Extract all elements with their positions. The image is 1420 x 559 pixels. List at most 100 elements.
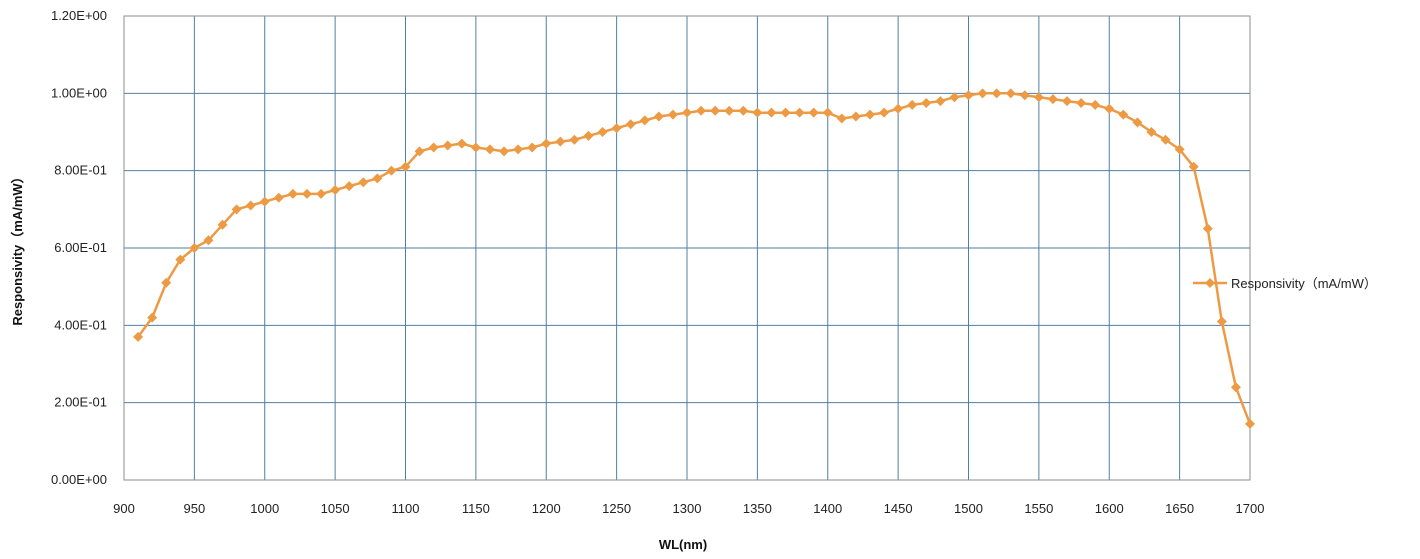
series-line-responsivity [137, 92, 1252, 425]
plot-area-frame [123, 15, 1251, 481]
data-point-marker [766, 107, 777, 118]
data-point-marker [667, 109, 678, 120]
x-tick-label: 1200 [532, 501, 561, 516]
series-layer [133, 88, 1255, 429]
data-point-marker [639, 115, 650, 126]
x-tick-label: 1450 [884, 501, 913, 516]
x-tick-label: 1400 [813, 501, 842, 516]
data-point-marker [1245, 418, 1255, 429]
data-point-marker [414, 146, 425, 157]
data-point-marker [189, 243, 200, 253]
y-axis-tick-labels: 0.00E+00 2.00E-01 4.00E-01 6.00E-01 8.00E-01… [51, 8, 107, 487]
data-point-marker [527, 142, 538, 153]
data-point-marker [949, 92, 960, 103]
data-point-marker [864, 109, 875, 120]
data-point-marker [161, 277, 172, 288]
data-point-marker [133, 331, 144, 342]
data-point-marker [499, 146, 510, 157]
x-tick-label: 1050 [321, 501, 350, 516]
data-point-marker [147, 312, 158, 323]
y-tick-label: 1.00E+00 [51, 85, 107, 100]
data-point-marker [231, 204, 242, 215]
data-point-marker [1132, 117, 1143, 128]
legend-series-label: Responsivity（mA/mW） [1231, 276, 1377, 291]
y-axis-title: Responsivity（mA/mW） [10, 170, 25, 325]
legend: Responsivity（mA/mW） [1193, 276, 1377, 291]
data-point-marker [611, 123, 622, 134]
y-tick-label: 6.00E-01 [54, 240, 107, 255]
data-point-marker [470, 142, 481, 153]
data-point-marker [287, 188, 298, 199]
y-tick-label: 0.00E+00 [51, 472, 107, 487]
data-point-marker [822, 107, 833, 118]
x-tick-label: 1000 [250, 501, 279, 516]
data-point-marker [1174, 144, 1185, 155]
x-tick-label: 1550 [1024, 501, 1053, 516]
data-point-marker [358, 177, 369, 188]
data-point-marker [1188, 161, 1199, 172]
data-point-marker [400, 161, 411, 172]
plot-border [123, 15, 1251, 481]
x-tick-label: 1700 [1236, 501, 1265, 516]
data-point-marker [1076, 98, 1087, 108]
data-point-marker [316, 188, 327, 199]
data-point-marker [1019, 90, 1030, 101]
x-axis-title: WL(nm) [659, 537, 707, 552]
data-point-marker [1160, 134, 1171, 145]
data-point-marker [1118, 109, 1129, 120]
data-point-marker [259, 196, 270, 207]
x-tick-label: 1250 [602, 501, 631, 516]
x-tick-label: 1650 [1165, 501, 1194, 516]
y-tick-label: 1.20E+00 [51, 8, 107, 23]
data-point-marker [1104, 103, 1115, 114]
data-point-marker [175, 254, 186, 265]
data-point-marker [738, 105, 749, 116]
data-point-marker [1033, 92, 1044, 103]
data-point-marker [245, 200, 256, 211]
data-point-marker [597, 127, 608, 137]
x-tick-label: 1100 [392, 501, 420, 516]
data-point-marker [752, 107, 763, 118]
data-point-marker [991, 88, 1002, 99]
data-point-marker [484, 144, 495, 155]
data-point-marker [850, 111, 861, 122]
data-point-marker [794, 107, 805, 118]
data-point-marker [907, 99, 918, 110]
x-tick-label: 950 [184, 501, 206, 516]
data-point-marker [1202, 223, 1213, 234]
x-tick-label: 1300 [673, 501, 702, 516]
data-point-marker [386, 165, 397, 176]
data-point-marker [1062, 96, 1073, 107]
data-point-marker [977, 88, 988, 99]
data-point-marker [1047, 94, 1058, 105]
grid-lines [123, 15, 1251, 481]
y-tick-label: 8.00E-01 [54, 163, 107, 178]
data-point-marker [203, 235, 214, 246]
data-point-marker [442, 140, 453, 151]
data-point-marker [513, 144, 524, 155]
data-point-marker [428, 142, 439, 153]
data-point-marker [583, 130, 594, 141]
legend-diamond-marker-icon [1205, 278, 1215, 288]
data-point-marker [456, 138, 467, 149]
data-point-marker [921, 98, 932, 108]
data-point-marker [273, 192, 284, 203]
data-point-marker [682, 107, 692, 118]
data-point-marker [569, 134, 580, 145]
x-tick-label: 1150 [462, 501, 490, 516]
data-point-marker [653, 111, 664, 122]
y-tick-label: 4.00E-01 [54, 317, 107, 332]
x-axis-tick-labels: 900 950 1000 1050 1100 1150 1200 1250 1300 1350 14… [113, 501, 1264, 516]
data-point-marker [301, 188, 312, 199]
data-point-marker [344, 181, 355, 192]
x-tick-label: 1350 [743, 501, 772, 516]
data-point-marker [625, 119, 636, 130]
data-point-marker [555, 136, 566, 147]
data-point-marker [1216, 316, 1227, 327]
data-point-marker [724, 105, 735, 116]
data-point-marker [696, 105, 707, 116]
data-point-marker [963, 90, 974, 101]
x-tick-label: 1600 [1095, 501, 1124, 516]
